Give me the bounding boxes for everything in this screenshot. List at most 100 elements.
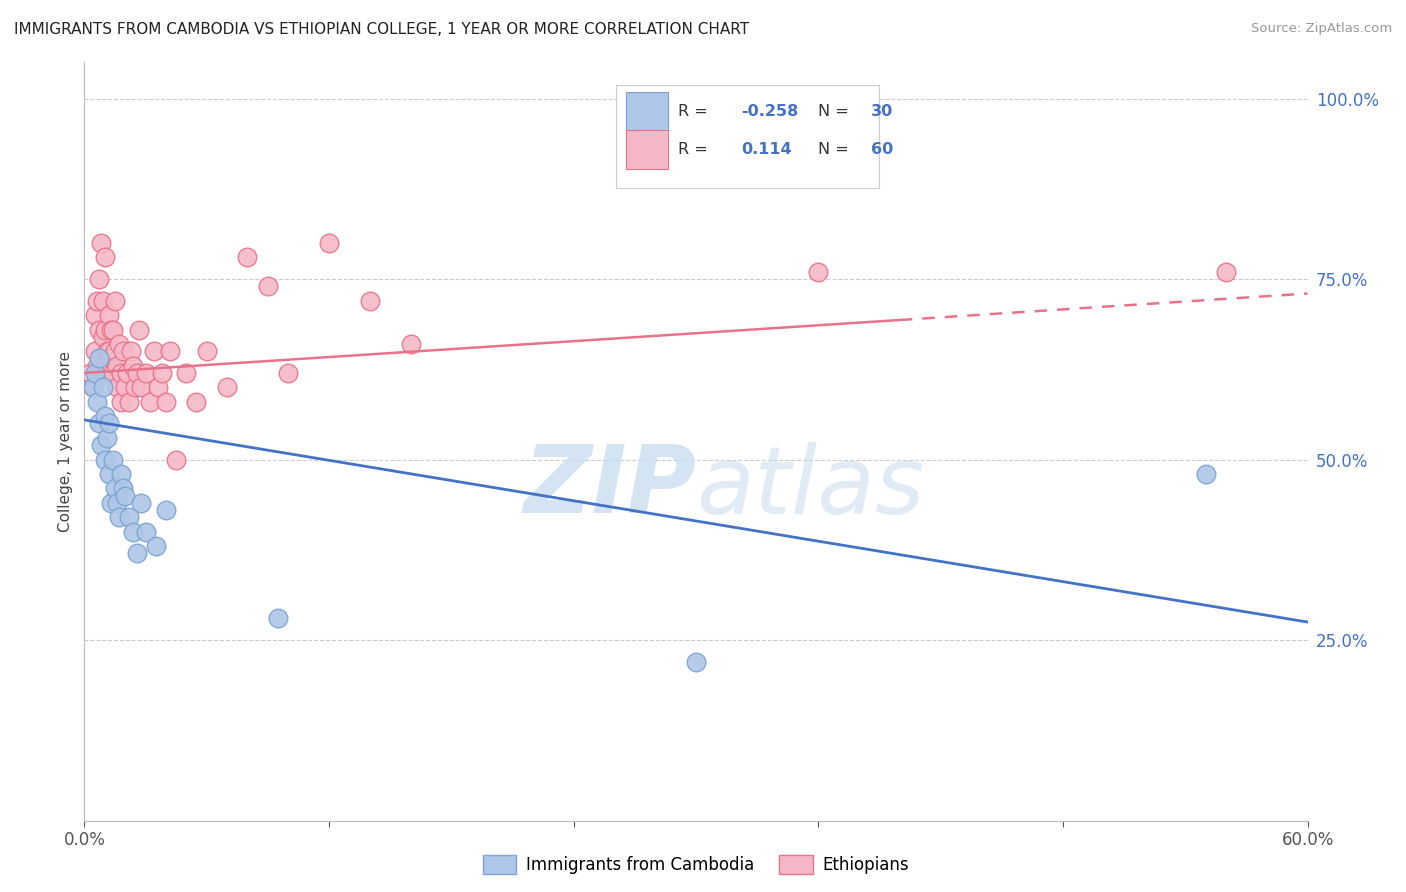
Text: 0.114: 0.114 [741, 142, 792, 157]
Point [146, 380, 169, 394]
Point [114, 489, 136, 503]
Point [90, 235, 112, 250]
Point [97, 467, 120, 481]
Point [86, 394, 108, 409]
Point [87, 417, 110, 431]
Point [236, 251, 259, 265]
Point [135, 524, 157, 539]
Text: N =: N = [818, 142, 855, 157]
Point [86, 359, 108, 373]
Point [108, 337, 131, 351]
Point [93, 409, 115, 424]
Point [112, 482, 135, 496]
Point [86, 293, 108, 308]
Point [155, 394, 177, 409]
Point [100, 351, 122, 366]
Point [145, 539, 167, 553]
Point [267, 611, 290, 625]
Point [174, 366, 197, 380]
Point [1195, 467, 1218, 481]
Point [124, 380, 146, 394]
Point [96, 359, 118, 373]
Point [79, 366, 101, 380]
Point [108, 510, 131, 524]
Point [104, 293, 127, 308]
Point [90, 438, 112, 452]
Point [100, 323, 122, 337]
Y-axis label: College, 1 year or more: College, 1 year or more [58, 351, 73, 532]
Point [110, 467, 132, 481]
Point [118, 510, 141, 524]
Point [87, 323, 110, 337]
Point [131, 380, 153, 394]
Text: R =: R = [678, 104, 713, 120]
Point [101, 452, 124, 467]
Point [165, 452, 187, 467]
Point [155, 503, 177, 517]
Point [110, 394, 132, 409]
Point [93, 323, 115, 337]
Point [87, 272, 110, 286]
Point [83, 366, 105, 380]
Point [131, 496, 153, 510]
Point [122, 359, 145, 373]
Point [82, 380, 104, 394]
Point [217, 380, 239, 394]
Text: R =: R = [678, 142, 717, 157]
Point [127, 366, 149, 380]
Point [114, 380, 136, 394]
Point [104, 482, 127, 496]
Text: 60: 60 [870, 142, 893, 157]
FancyBboxPatch shape [616, 85, 880, 187]
FancyBboxPatch shape [626, 130, 668, 169]
Text: N =: N = [818, 104, 855, 120]
Point [186, 394, 208, 409]
Point [399, 337, 422, 351]
Point [807, 265, 830, 279]
Point [83, 308, 105, 322]
Text: -0.258: -0.258 [741, 104, 799, 120]
Text: 30: 30 [870, 104, 893, 120]
FancyBboxPatch shape [626, 92, 668, 130]
Point [91, 330, 114, 344]
Point [96, 344, 118, 359]
Point [685, 655, 707, 669]
Point [97, 417, 120, 431]
Point [82, 380, 104, 394]
Point [359, 293, 381, 308]
Point [105, 380, 128, 394]
Point [115, 366, 138, 380]
Point [101, 366, 124, 380]
Point [120, 344, 142, 359]
Point [93, 366, 115, 380]
Point [96, 431, 118, 445]
Point [91, 293, 114, 308]
Point [97, 308, 120, 322]
Point [159, 344, 181, 359]
Point [91, 380, 114, 394]
Point [105, 359, 128, 373]
Point [277, 366, 299, 380]
Point [127, 546, 149, 560]
Text: Source: ZipAtlas.com: Source: ZipAtlas.com [1251, 22, 1392, 36]
Point [90, 351, 112, 366]
Text: atlas: atlas [696, 442, 924, 533]
Point [138, 394, 160, 409]
Point [101, 323, 124, 337]
Point [100, 496, 122, 510]
Point [142, 344, 165, 359]
Point [112, 344, 135, 359]
Point [83, 344, 105, 359]
Point [93, 251, 115, 265]
Legend: Immigrants from Cambodia, Ethiopians: Immigrants from Cambodia, Ethiopians [477, 848, 915, 880]
Point [87, 351, 110, 366]
Point [105, 496, 128, 510]
Point [150, 366, 173, 380]
Point [318, 235, 340, 250]
Point [257, 279, 280, 293]
Point [97, 344, 120, 359]
Text: IMMIGRANTS FROM CAMBODIA VS ETHIOPIAN COLLEGE, 1 YEAR OR MORE CORRELATION CHART: IMMIGRANTS FROM CAMBODIA VS ETHIOPIAN CO… [14, 22, 749, 37]
Point [1215, 265, 1237, 279]
Point [104, 344, 127, 359]
Text: ZIP: ZIP [523, 441, 696, 533]
